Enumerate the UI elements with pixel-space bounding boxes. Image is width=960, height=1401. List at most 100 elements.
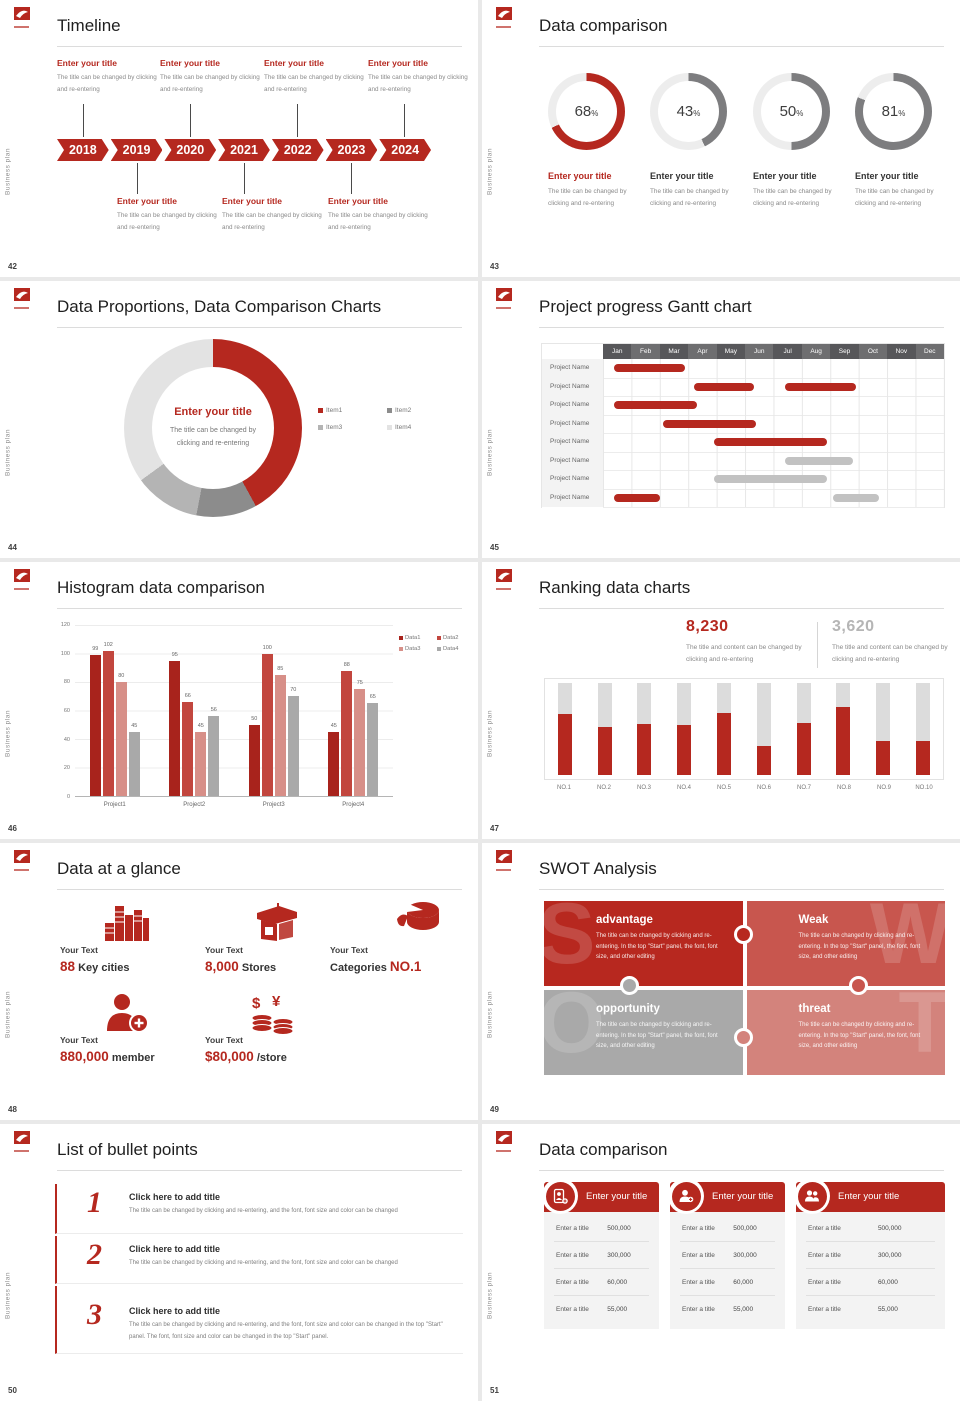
logo-mark-icon <box>14 7 30 20</box>
y-axis-tick: 100 <box>60 650 70 657</box>
bar: 65 <box>367 694 379 796</box>
swot-letter: S <box>544 901 596 982</box>
ranking-fill <box>916 740 931 775</box>
ranking-label: NO.3 <box>636 785 651 791</box>
slide-44[interactable]: Business plan Data Proportions, Data Com… <box>0 281 478 558</box>
bullet-number: 3 <box>87 1298 102 1331</box>
logo-subtext <box>496 1150 511 1152</box>
svg-text:$: $ <box>252 995 261 1012</box>
slide-number: 46 <box>8 824 17 833</box>
logo-subtext <box>14 1150 29 1152</box>
slide-number: 49 <box>490 1105 499 1114</box>
title-divider <box>539 327 944 328</box>
row-value: 300,000 <box>607 1252 631 1259</box>
glance-item-5: $ ¥ Your Text $80,000 /store <box>205 993 355 1073</box>
gantt-row: Project Name <box>542 359 944 379</box>
stat-number: $80,000 <box>205 1049 254 1064</box>
row-value: 500,000 <box>607 1225 631 1232</box>
gantt-bar <box>713 475 828 483</box>
slide-51[interactable]: Business plan Data comparison Enter your… <box>482 1124 960 1401</box>
ranking-chart <box>544 678 944 780</box>
compare-card-2: Enter your title Enter a title 500,000 Ent… <box>668 1178 785 1329</box>
ranking-label: NO.2 <box>596 785 611 791</box>
callout-title: Enter your title <box>160 58 220 68</box>
y-axis-tick: 120 <box>60 622 70 628</box>
brand-logo <box>496 7 512 28</box>
gantt-row-area <box>603 377 944 397</box>
bar-value: 70 <box>290 687 297 694</box>
bullet-item-1: 1 Click here to add title The title can … <box>55 1184 463 1234</box>
slide-45[interactable]: Business plan Project progress Gantt cha… <box>482 281 960 558</box>
swot-grid: S advantage The title can be changed by … <box>544 901 945 1075</box>
ring-desc: The title can be changed by clicking and… <box>855 188 934 207</box>
gantt-month: Mar <box>659 344 689 359</box>
gantt-row-area <box>603 396 944 416</box>
logo-subtext <box>14 869 29 871</box>
ring-title: Enter your title <box>753 171 817 181</box>
slide-number: 51 <box>490 1386 499 1395</box>
svg-text:¥: ¥ <box>272 993 281 1010</box>
ranking-track <box>756 683 771 775</box>
ring-title: Enter your title <box>548 171 612 181</box>
ring-value: 68% <box>574 103 599 120</box>
gantt-row-area <box>603 451 944 471</box>
gantt-row-label: Project Name <box>542 396 603 416</box>
gantt-month: Apr <box>688 344 717 359</box>
puzzle-knob <box>734 925 753 944</box>
legend-item: Data4 <box>437 646 471 652</box>
donut-title: Enter your title <box>174 405 252 418</box>
slide-46[interactable]: Business plan Histogram data comparison … <box>0 562 478 839</box>
bar-group: 99 102 80 45 <box>75 625 155 796</box>
legend-label: Data2 <box>443 635 459 641</box>
store-icon <box>253 903 297 946</box>
person-plus-icon <box>668 1178 704 1214</box>
stat-secondary: 3,620 The title and content can be chang… <box>832 618 960 667</box>
slide-47[interactable]: Business plan Ranking data charts 8,230 … <box>482 562 960 839</box>
logo-mark-icon <box>496 850 512 863</box>
ranking-label: NO.8 <box>836 785 851 791</box>
row-value: 500,000 <box>877 1225 902 1232</box>
gantt-row-area <box>603 470 944 490</box>
timeline-years: 2018 2019 2020 2021 2022 2023 2024 <box>57 139 433 161</box>
logo-mark-icon <box>496 569 512 582</box>
stat-divider <box>817 622 818 668</box>
timeline-year: 2018 <box>57 139 109 161</box>
callout-title: Enter your title <box>264 58 324 68</box>
timeline-year: 2023 <box>326 139 378 161</box>
swot-weakness: W Weak The title can be changed by click… <box>746 901 945 986</box>
bar: 75 <box>354 680 366 796</box>
gantt-month: May <box>716 344 746 359</box>
card-title: Enter your title <box>838 1191 900 1202</box>
row-value: 300,000 <box>877 1252 902 1259</box>
ranking-fill <box>756 746 771 775</box>
ranking-track <box>637 683 652 775</box>
gantt-header: Jan Feb Mar Apr May Jun Jul Aug Sep Oct Nov Dec <box>542 344 944 359</box>
swot-title: opportunity <box>596 1003 660 1015</box>
donut-legend: Item1 Item2 Item3 Item4 <box>318 407 448 431</box>
ring-hole: 43% <box>658 81 719 142</box>
logo-mark-icon <box>496 288 512 301</box>
slide-42[interactable]: Business plan Timeline 2018 2019 2020 2021 2… <box>0 0 478 277</box>
ranking-track <box>836 683 851 775</box>
timeline-callout: Enter your title The title can be changed… <box>160 58 260 96</box>
ranking-fill <box>876 740 891 775</box>
ring-desc: The title can be changed by clicking and… <box>650 188 729 207</box>
callout-title: Enter your title <box>117 196 177 206</box>
bullet-number: 1 <box>87 1186 102 1219</box>
slide-50[interactable]: Business plan List of bullet points 1 Cl… <box>0 1124 478 1401</box>
card-row: Enter a title 300,000 <box>796 1242 945 1269</box>
stat-value: 8,230 <box>686 618 729 635</box>
card-row: Enter a title 500,000 <box>796 1215 945 1242</box>
slide-49[interactable]: Business plan SWOT Analysis S advantage … <box>482 843 960 1120</box>
ring-title: Enter your title <box>650 171 714 181</box>
glance-value: Categories NO.1 <box>330 958 421 976</box>
slide-48[interactable]: Business plan Data at a glance Your Text… <box>0 843 478 1120</box>
gantt-row-label: Project Name <box>542 377 603 397</box>
legend-swatch <box>387 425 392 430</box>
ranking-label: NO.7 <box>796 785 811 791</box>
slide-43[interactable]: Business plan Data comparison 68% Enter y… <box>482 0 960 277</box>
title-divider <box>539 46 944 47</box>
bullet-desc: The title can be changed by clicking and… <box>129 1208 398 1214</box>
swot-threat: T threat The title can be changed by cli… <box>746 990 945 1075</box>
